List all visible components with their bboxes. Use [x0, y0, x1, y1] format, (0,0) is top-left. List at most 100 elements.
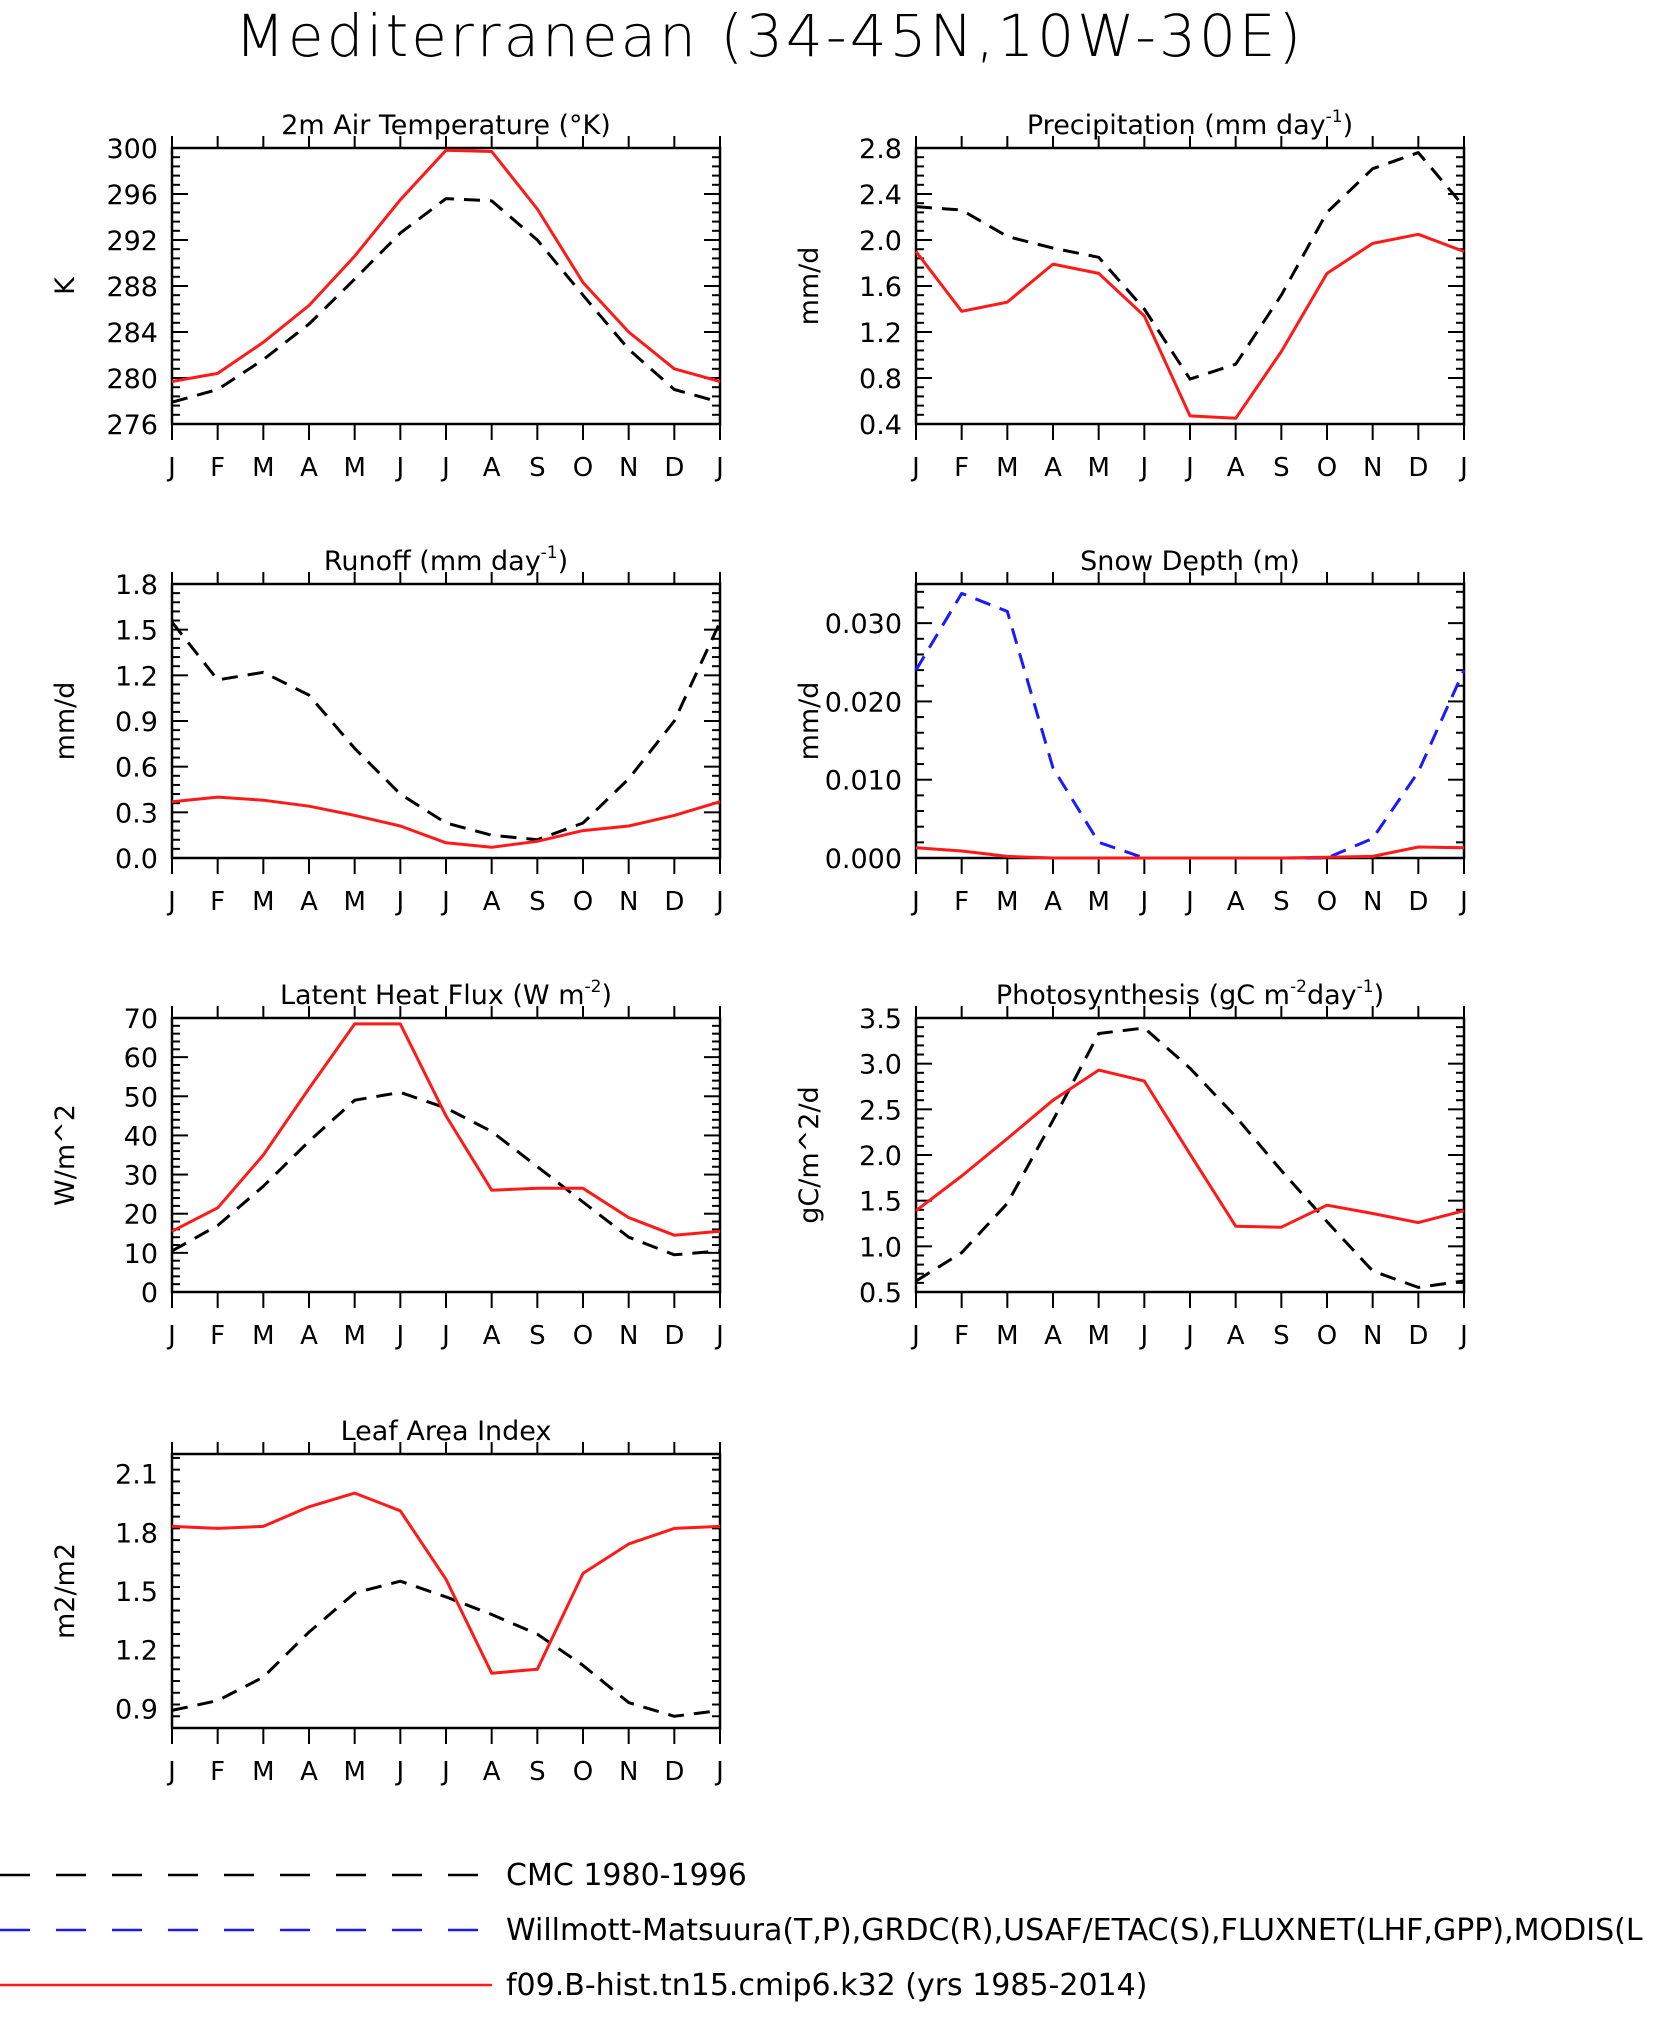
x-tick-label: A: [300, 453, 318, 483]
x-tick-label: J: [714, 1757, 724, 1787]
y-tick-label: 300: [106, 134, 158, 165]
series-line-1: [914, 591, 1466, 860]
y-tick-label: 0.3: [115, 798, 158, 829]
y-tick-label: 20: [124, 1200, 158, 1231]
panel-title-end: ): [558, 546, 569, 577]
y-tick-label: 10: [124, 1239, 158, 1270]
series-line-1: [915, 1026, 1465, 1289]
x-tick-label: M: [343, 1321, 365, 1351]
x-tick-label: O: [1317, 453, 1337, 483]
x-tick-label: J: [910, 453, 920, 483]
y-tick-label: 0.6: [115, 753, 158, 784]
x-tick-label: M: [252, 887, 274, 917]
y-tick-label: 1.5: [115, 616, 158, 647]
plot-frame: [914, 146, 1466, 426]
y-tick-label: 0.4: [859, 410, 902, 441]
x-tick-label: O: [573, 1757, 593, 1787]
x-tick-label: J: [1138, 1321, 1148, 1351]
x-tick-label: D: [664, 453, 684, 483]
series-line-1: [171, 197, 721, 404]
x-tick-label: A: [300, 1757, 318, 1787]
panel-title-end: ): [1343, 110, 1354, 141]
x-tick-label: M: [1087, 1321, 1109, 1351]
x-tick-label: J: [394, 1321, 404, 1351]
y-tick-label: 1.0: [859, 1232, 902, 1263]
series-line-1: [171, 1090, 721, 1257]
panel-title-mid: day: [1307, 980, 1357, 1011]
x-tick-label: J: [166, 453, 176, 483]
x-tick-label: A: [1227, 453, 1245, 483]
x-tick-label: J: [394, 1757, 404, 1787]
panel-title-sup: -2: [1290, 977, 1307, 997]
y-tick-label: 3.5: [859, 1004, 902, 1035]
x-tick-label: S: [1273, 887, 1290, 917]
x-tick-label: J: [394, 887, 404, 917]
x-tick-label: J: [1138, 453, 1148, 483]
y-tick-label: 2.0: [859, 1141, 902, 1172]
x-tick-label: M: [252, 1321, 274, 1351]
y-tick-label: 276: [106, 410, 158, 441]
x-tick-label: M: [343, 1757, 365, 1787]
legend-label-1: CMC 1980-1996: [506, 1858, 747, 1893]
y-axis-label: K: [50, 276, 81, 295]
y-tick-label: 0.5: [859, 1278, 902, 1309]
x-tick-label: S: [1273, 453, 1290, 483]
y-tick-label: 288: [106, 272, 158, 303]
x-tick-label: A: [483, 1321, 501, 1351]
x-tick-label: A: [1044, 453, 1062, 483]
x-tick-label: M: [996, 453, 1018, 483]
x-tick-label: M: [996, 887, 1018, 917]
panel-title: Runoff (mm day-1​): [324, 543, 568, 577]
series-line-2: [171, 795, 721, 849]
y-axis-label: W/m^2: [50, 1104, 81, 1206]
y-tick-label: 60: [124, 1043, 158, 1074]
chart-panel-6: 0.51.01.52.02.53.03.5J F M A M J J A S O N D JPhotos…: [794, 977, 1468, 1351]
x-tick-label: D: [664, 1321, 684, 1351]
panel-title-end: ): [601, 980, 612, 1011]
x-tick-label: J: [714, 453, 724, 483]
x-tick-label: M: [996, 1321, 1018, 1351]
x-tick-label: J: [166, 887, 176, 917]
x-tick-label: N: [619, 1757, 638, 1787]
figure-title: Mediterranean (34-45N,10W-30E): [234, 2, 1305, 70]
plot-frame: [170, 582, 722, 860]
legend: CMC 1980-1996 Willmott-Matsuura(T,P),GRDC…: [0, 1858, 1643, 2003]
x-tick-label: J: [166, 1321, 176, 1351]
panel-title-text: Latent Heat Flux (W m: [280, 980, 585, 1011]
y-tick-label: 40: [124, 1121, 158, 1152]
x-tick-label: A: [300, 1321, 318, 1351]
x-tick-label: M: [252, 453, 274, 483]
panel-title-text: Photosynthesis (gC m: [996, 980, 1290, 1011]
series-line-2: [171, 1022, 721, 1237]
x-tick-label: N: [619, 887, 638, 917]
y-tick-label: 3.0: [859, 1050, 902, 1081]
x-tick-label: A: [1227, 1321, 1245, 1351]
x-tick-label: J: [1138, 887, 1148, 917]
y-tick-label: 1.2: [115, 1636, 158, 1667]
x-tick-label: D: [664, 1757, 684, 1787]
y-tick-label: 1.5: [859, 1187, 902, 1218]
x-tick-label: M: [343, 887, 365, 917]
y-axis-label: mm/d: [794, 682, 825, 761]
x-tick-label: A: [483, 887, 501, 917]
x-tick-label: S: [1273, 1321, 1290, 1351]
x-tick-label: J: [440, 1757, 450, 1787]
panel-title: 2m Air Temperature (°K): [281, 110, 611, 141]
y-tick-label: 0.020: [825, 687, 902, 718]
y-tick-label: 50: [124, 1082, 158, 1113]
legend-label-3: f09.B-hist.tn15.cmip6.k32 (yrs 1985-2014…: [506, 1968, 1147, 2003]
panel-title: Snow Depth (m): [1080, 546, 1300, 577]
x-tick-label: J: [1458, 1321, 1468, 1351]
x-tick-label: D: [1408, 453, 1428, 483]
series-line-2: [915, 1068, 1465, 1229]
panel-title-end: ): [1374, 980, 1385, 1011]
x-tick-label: J: [166, 1757, 176, 1787]
panel-title-sup: -2: [585, 977, 602, 997]
chart-panel-2: 0.40.81.21.62.02.42.8J F M A M J J A S O N D JPrecip…: [794, 107, 1468, 483]
y-tick-label: 2.4: [859, 180, 902, 211]
y-tick-label: 2.8: [859, 134, 902, 165]
x-tick-label: J: [440, 1321, 450, 1351]
